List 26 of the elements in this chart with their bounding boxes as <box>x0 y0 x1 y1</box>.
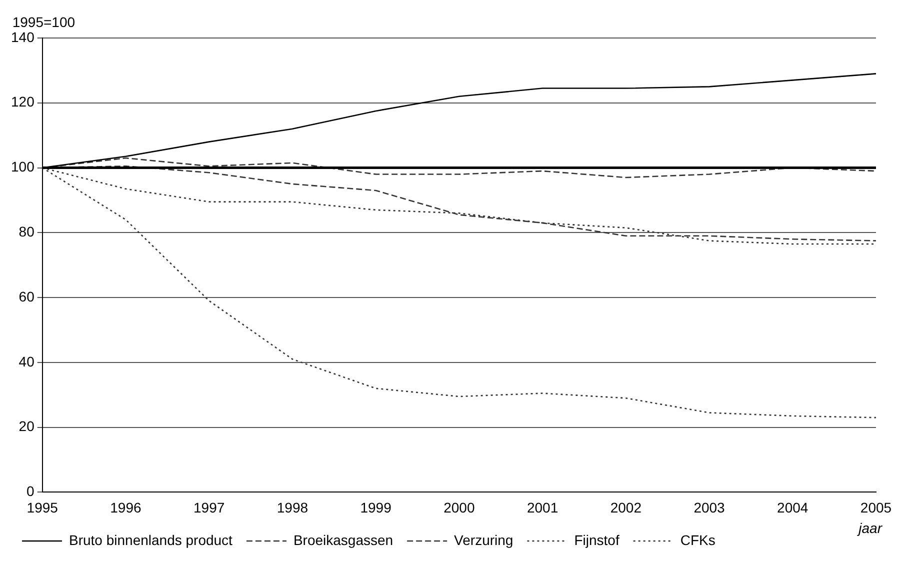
x-axis-title: jaar <box>856 520 884 536</box>
x-tick-label: 1995 <box>26 499 58 516</box>
y-axis-title: 1995=100 <box>12 14 76 30</box>
y-tick-label: 60 <box>18 288 35 304</box>
y-tick-label: 100 <box>11 158 35 175</box>
legend-label: Verzuring <box>454 532 514 548</box>
x-tick-label: 2002 <box>610 499 642 516</box>
legend-label: CFKs <box>680 532 716 548</box>
x-tick-label: 1997 <box>194 499 225 516</box>
y-tick-label: 140 <box>11 28 35 45</box>
legend-label: Bruto binnenlands product <box>69 532 233 548</box>
x-tick-label: 2005 <box>860 499 892 516</box>
x-tick-label: 2001 <box>526 499 558 516</box>
x-tick-label: 1998 <box>276 499 308 516</box>
x-tick-label: 1996 <box>110 499 142 516</box>
x-tick-label: 2004 <box>777 499 808 516</box>
legend-label: Fijnstof <box>574 532 620 548</box>
y-tick-label: 20 <box>18 418 35 434</box>
x-tick-label: 1999 <box>360 499 392 516</box>
legend-label: Broeikasgassen <box>293 532 394 548</box>
y-tick-label: 40 <box>18 353 35 370</box>
y-tick-label: 80 <box>18 224 35 240</box>
x-tick-label: 2003 <box>694 499 726 516</box>
y-tick-label: 120 <box>11 94 35 110</box>
y-tick-label: 0 <box>26 483 35 500</box>
x-tick-label: 2000 <box>444 499 475 516</box>
